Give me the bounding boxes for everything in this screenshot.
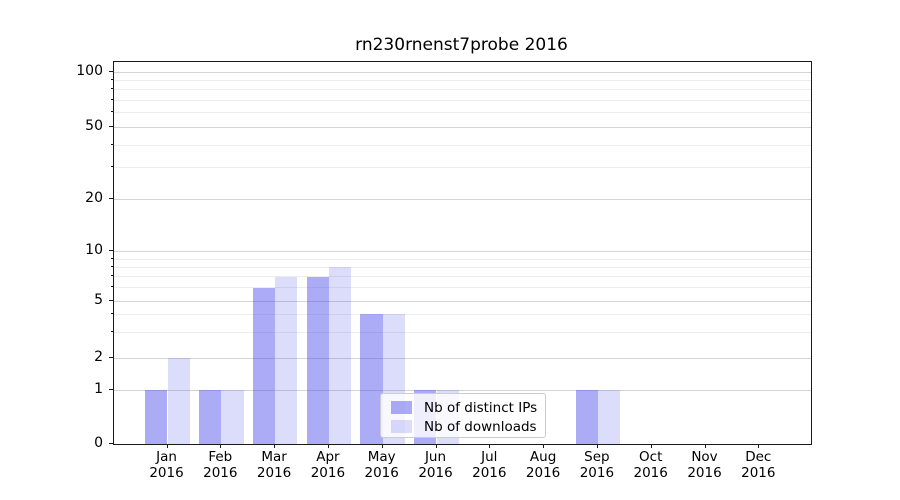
y-minor-tick-mark — [111, 99, 113, 101]
y-tick-label: 1 — [94, 380, 103, 397]
y-tick-label: 20 — [85, 190, 103, 207]
x-tick-label: Mar 2016 — [256, 449, 292, 481]
x-tick-mark — [166, 444, 168, 448]
gridline-major — [114, 127, 811, 129]
x-tick-label: Apr 2016 — [310, 449, 346, 481]
y-minor-tick-mark — [111, 88, 113, 90]
y-minor-tick-mark — [111, 275, 113, 277]
y-tick-label: 0 — [94, 435, 103, 451]
chart-title: rn230rnenst7probe 2016 — [355, 35, 568, 55]
gridline-minor — [114, 287, 811, 289]
gridline-minor — [114, 100, 811, 102]
y-tick-label: 5 — [94, 291, 103, 308]
x-tick-mark — [327, 444, 329, 448]
y-major-tick-mark — [109, 356, 113, 358]
x-tick-mark — [596, 444, 598, 448]
gridline-major — [114, 251, 811, 252]
bar-distinct-ips — [306, 276, 329, 444]
gridline-major — [114, 389, 811, 391]
bar-downloads — [167, 357, 190, 444]
gridline-minor — [114, 167, 811, 169]
legend-swatch-downloads-icon — [391, 420, 412, 433]
y-major-tick-mark — [109, 443, 113, 444]
bar-downloads — [221, 390, 244, 444]
legend: Nb of distinct IPs Nb of downloads — [380, 393, 546, 438]
x-tick-label: May 2016 — [364, 449, 399, 481]
x-tick-mark — [704, 444, 706, 448]
gridline-major — [114, 199, 811, 201]
y-minor-tick-mark — [111, 331, 113, 333]
y-tick-label: 2 — [94, 348, 103, 365]
legend-item-downloads: Nb of downloads — [391, 417, 545, 436]
x-tick-mark — [220, 444, 222, 448]
gridline-minor — [114, 112, 811, 114]
y-tick-label: 50 — [85, 118, 103, 135]
gridline-major — [114, 300, 811, 302]
x-tick-label: Aug 2016 — [525, 449, 561, 481]
legend-item-distinct-ips: Nb of distinct IPs — [391, 398, 545, 417]
y-major-tick-mark — [109, 198, 113, 200]
x-tick-mark — [274, 444, 276, 448]
y-minor-tick-mark — [111, 78, 113, 80]
x-tick-label: Dec 2016 — [741, 449, 776, 481]
y-minor-tick-mark — [111, 111, 113, 113]
bar-downloads — [597, 390, 621, 444]
y-major-tick-mark — [109, 70, 113, 72]
x-tick-label: Jan 2016 — [149, 449, 184, 481]
x-tick-mark — [543, 444, 545, 448]
legend-label-downloads: Nb of downloads — [424, 418, 537, 435]
x-tick-mark — [489, 444, 491, 448]
y-major-tick-mark — [109, 250, 113, 251]
y-minor-tick-mark — [111, 265, 113, 267]
y-major-tick-mark — [109, 388, 113, 390]
y-minor-tick-mark — [111, 286, 113, 288]
x-tick-label: Nov 2016 — [687, 449, 722, 481]
x-tick-label: Feb 2016 — [203, 449, 238, 481]
gridline-minor — [114, 258, 811, 260]
y-major-tick-mark — [109, 126, 113, 128]
bar-distinct-ips — [252, 287, 276, 444]
y-minor-tick-mark — [111, 313, 113, 315]
gridline-minor — [114, 144, 811, 146]
plot-area: Nb of distinct IPs Nb of downloads — [113, 61, 812, 445]
gridline-minor — [114, 332, 811, 334]
x-tick-mark — [758, 444, 760, 448]
y-minor-tick-mark — [111, 143, 113, 145]
y-minor-tick-mark — [111, 257, 113, 259]
gridline-minor — [114, 314, 811, 316]
gridline-major — [114, 71, 811, 73]
y-major-tick-mark — [109, 299, 113, 301]
x-tick-label: Jul 2016 — [472, 449, 507, 481]
gridline-minor — [114, 89, 811, 91]
gridline-minor — [114, 276, 811, 278]
bar-downloads — [328, 266, 352, 444]
legend-label-distinct-ips: Nb of distinct IPs — [424, 399, 538, 416]
bar-distinct-ips — [198, 390, 222, 444]
gridline-minor — [114, 266, 811, 268]
bar-distinct-ips — [360, 314, 383, 444]
x-tick-label: Oct 2016 — [633, 449, 668, 481]
x-tick-mark — [381, 444, 383, 448]
x-tick-label: Jun 2016 — [418, 449, 453, 481]
legend-swatch-distinct-ips-icon — [391, 401, 412, 414]
x-tick-mark — [650, 444, 652, 448]
y-tick-label: 100 — [76, 62, 103, 79]
bar-distinct-ips — [145, 390, 168, 444]
x-tick-label: Sep 2016 — [579, 449, 615, 481]
gridline-minor — [114, 79, 811, 81]
x-tick-mark — [435, 444, 437, 448]
y-tick-label: 10 — [85, 242, 103, 258]
bar-distinct-ips — [575, 390, 598, 444]
y-minor-tick-mark — [111, 166, 113, 168]
gridline-major — [114, 357, 811, 359]
bar-downloads — [275, 276, 298, 444]
